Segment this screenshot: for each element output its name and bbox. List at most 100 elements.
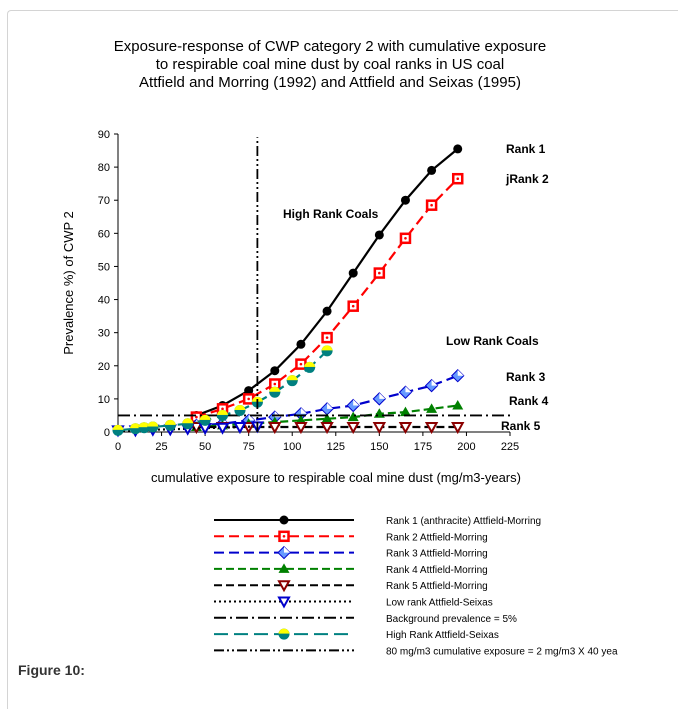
data-point xyxy=(286,375,298,387)
figure-frame xyxy=(7,10,678,709)
x-tick-label: 50 xyxy=(199,441,211,453)
data-point xyxy=(129,423,141,435)
legend-marker xyxy=(277,596,291,609)
data-point xyxy=(233,422,247,435)
legend-label: Background prevalence = 5% xyxy=(386,614,517,625)
legend: Rank 1 (anthracite) Attfield-Morring Rank… xyxy=(214,515,618,657)
y-tick-label: 0 xyxy=(104,427,110,439)
data-point xyxy=(453,144,463,154)
legend-item: Rank 5 Attfield-Morring xyxy=(214,580,488,593)
data-point xyxy=(451,172,464,185)
data-point xyxy=(321,413,333,423)
legend-marker xyxy=(278,563,290,573)
x-axis-title: cumulative exposure to respirable coal m… xyxy=(151,470,521,485)
data-point xyxy=(452,400,464,410)
legend-item: 80 mg/m3 cumulative exposure = 2 mg/m3 X… xyxy=(214,646,618,657)
legend-label: Rank 1 (anthracite) Attfield-Morring xyxy=(386,516,541,527)
data-point xyxy=(399,406,411,417)
chart-title: Exposure-response of CWP category 2 with… xyxy=(114,38,546,91)
data-point xyxy=(244,386,254,396)
y-tick-label: 20 xyxy=(98,361,110,373)
legend-item: Rank 2 Attfield-Morring xyxy=(214,530,488,543)
x-tick-label: 0 xyxy=(115,441,121,453)
legend-item: Rank 1 (anthracite) Attfield-Morring xyxy=(214,515,541,527)
plot-area: 0 25 50 75 100 125 150 175 200 225 0 10 20 30 40 50 60 70… xyxy=(98,129,519,453)
data-point xyxy=(199,414,211,426)
annotation-rank-5: Rank 5 xyxy=(501,419,541,433)
data-point xyxy=(372,422,387,435)
data-point xyxy=(424,422,439,435)
data-point xyxy=(268,422,282,435)
data-point xyxy=(398,385,413,399)
data-point xyxy=(425,199,438,211)
y-tick-label: 30 xyxy=(98,328,110,340)
data-point xyxy=(320,422,334,435)
data-point xyxy=(424,378,439,393)
series-1 xyxy=(190,172,464,423)
legend-marker xyxy=(279,515,289,525)
series-4 xyxy=(189,422,465,435)
data-point xyxy=(304,361,316,373)
data-point xyxy=(426,403,438,413)
data-point xyxy=(374,230,384,240)
data-point xyxy=(347,300,359,312)
annotation-rank-4: Rank 4 xyxy=(509,394,549,408)
x-tick-label: 100 xyxy=(283,441,301,453)
series-0 xyxy=(191,144,463,420)
data-point xyxy=(451,422,465,435)
y-tick-label: 80 xyxy=(98,162,110,174)
data-point xyxy=(451,369,465,383)
data-point xyxy=(321,345,333,357)
legend-marker xyxy=(278,628,290,640)
data-point xyxy=(234,404,246,416)
legend-label: 80 mg/m3 cumulative exposure = 2 mg/m3 X… xyxy=(386,646,618,657)
data-point xyxy=(347,411,359,422)
data-point xyxy=(270,366,280,376)
annotation-rank-1: Rank 1 xyxy=(506,142,546,156)
legend-label: Rank 5 Attfield-Morring xyxy=(386,581,488,592)
y-tick-label: 60 xyxy=(98,228,110,240)
x-tick-label: 150 xyxy=(370,441,388,453)
data-point xyxy=(320,402,334,416)
legend-item: Low rank Attfield-Seixas xyxy=(214,596,493,609)
legend-item: High Rank Attfield-Seixas xyxy=(214,628,499,641)
legend-marker xyxy=(278,530,290,543)
series-7 xyxy=(112,345,333,436)
data-point xyxy=(217,409,229,421)
data-point xyxy=(322,306,332,316)
x-tick-label: 25 xyxy=(155,441,167,453)
legend-item: Rank 3 Attfield-Morring xyxy=(214,545,488,560)
series-line xyxy=(118,425,258,432)
y-tick-label: 10 xyxy=(98,394,110,406)
legend-label: Rank 4 Attfield-Morring xyxy=(386,565,488,576)
data-point xyxy=(399,232,412,245)
data-point xyxy=(296,339,306,349)
legend-marker xyxy=(277,580,291,593)
title-line-1: Exposure-response of CWP category 2 with… xyxy=(114,38,546,55)
figure-caption: Figure 10: xyxy=(18,662,85,678)
data-point xyxy=(164,419,176,431)
legend-item: Background prevalence = 5% xyxy=(214,614,517,625)
data-point xyxy=(373,267,386,279)
title-line-2: to respirable coal mine dust by coal ran… xyxy=(156,56,505,73)
data-point xyxy=(346,398,360,413)
data-point xyxy=(398,422,413,435)
x-tick-label: 125 xyxy=(327,441,345,453)
legend-label: High Rank Attfield-Seixas xyxy=(386,630,499,641)
data-point xyxy=(427,165,437,175)
data-point xyxy=(138,422,150,434)
data-point xyxy=(400,195,410,205)
data-point xyxy=(321,331,333,344)
annotation-high-rank: High Rank Coals xyxy=(283,207,379,221)
x-tick-label: 200 xyxy=(457,441,475,453)
data-point xyxy=(346,422,360,435)
legend-marker xyxy=(277,545,291,560)
legend-item: Rank 4 Attfield-Morring xyxy=(214,563,488,576)
data-point xyxy=(269,386,281,398)
annotation-rank-2: jRank 2 xyxy=(505,172,549,186)
data-point xyxy=(182,418,194,430)
title-line-3: Attfield and Morring (1992) and Attfield… xyxy=(139,74,521,91)
y-tick-label: 40 xyxy=(98,295,110,307)
data-point xyxy=(242,393,255,405)
y-axis-title: Prevalence %) of CWP 2 xyxy=(61,211,76,355)
